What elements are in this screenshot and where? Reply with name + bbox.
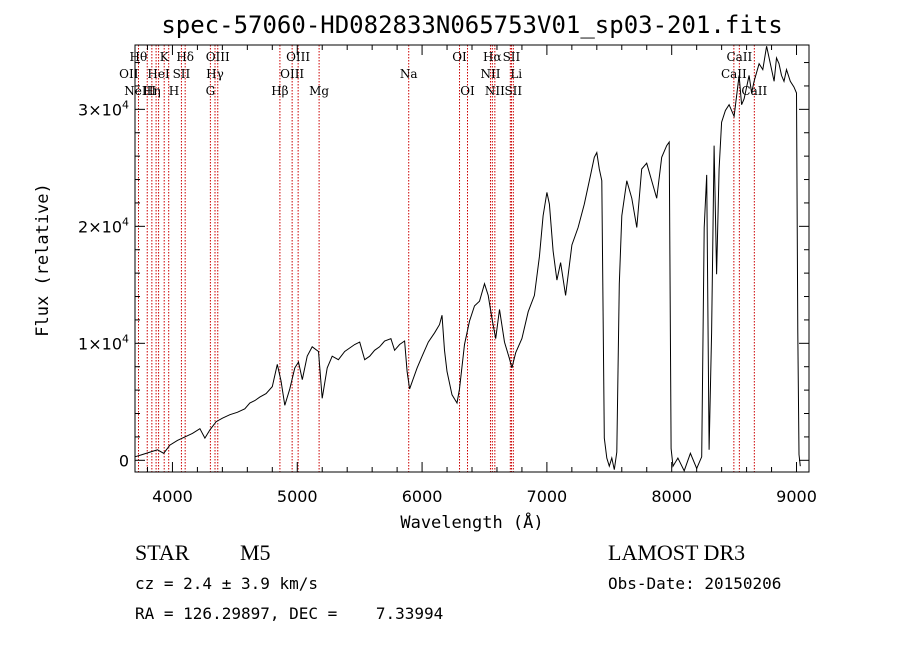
x-tick-label: 6000	[402, 487, 443, 506]
coordinates-text: RA = 126.29897, DEC = 7.33994	[135, 604, 444, 623]
x-tick-label: 9000	[776, 487, 817, 506]
y-tick-label: 2×104	[78, 215, 129, 236]
chart-title: spec-57060-HD082833N065753V01_sp03-201.f…	[161, 11, 782, 39]
object-class: STAR	[135, 540, 190, 565]
reference-line-label: SII	[173, 67, 191, 81]
x-axis-label: Wavelength (Å)	[400, 511, 543, 533]
reference-line-label: CaII	[726, 50, 752, 64]
y-tick-exponent: 4	[122, 98, 129, 111]
x-tick-label: 8000	[651, 487, 692, 506]
object-subclass: M5	[240, 540, 271, 565]
reference-line-label: H	[169, 84, 179, 98]
reference-line-label: CaII	[741, 84, 767, 98]
reference-line-label: K	[160, 50, 170, 64]
y-tick-base: 3×10	[78, 100, 122, 119]
redshift-text: cz = 2.4 ± 3.9 km/s	[135, 574, 319, 593]
reference-line-label: NeIII	[124, 84, 156, 98]
reference-line-label: OIII	[280, 67, 304, 81]
reference-line-label: Li	[510, 67, 522, 81]
reference-line-label: SII	[504, 84, 522, 98]
y-tick-label: 3×104	[78, 98, 129, 119]
spectrum-line	[134, 46, 801, 473]
y-tick-label: 1×104	[78, 332, 129, 353]
reference-line-label: Hδ	[176, 50, 194, 64]
y-tick-label: 0	[119, 451, 129, 470]
y-tick-exponent: 4	[122, 332, 129, 345]
reference-line-label: OIII	[206, 50, 230, 64]
x-tick-label: 5000	[277, 487, 318, 506]
y-axis-label: Flux (relative)	[33, 183, 53, 337]
survey-name: LAMOST DR3	[608, 540, 746, 565]
reference-line-label: CaII	[721, 67, 747, 81]
x-tick-label: 7000	[527, 487, 568, 506]
reference-line-label: Hβ	[271, 84, 288, 98]
reference-line-label: NII	[480, 67, 500, 81]
reference-line-label: Hγ	[206, 67, 224, 81]
reference-line-label: OII	[119, 67, 139, 81]
reference-line-label: Na	[400, 67, 418, 81]
y-tick-base: 1×10	[78, 334, 122, 353]
y-tick-base: 2×10	[78, 217, 122, 236]
y-tick-base: 0	[119, 451, 129, 470]
x-tick-label: 4000	[152, 487, 193, 506]
reference-line-label: G	[206, 84, 216, 98]
reference-line-label: NII	[485, 84, 505, 98]
reference-line-label: Hη	[143, 84, 161, 98]
obs-date-text: Obs-Date: 20150206	[608, 574, 782, 593]
y-tick-exponent: 4	[122, 215, 129, 228]
reference-line-label: SII	[503, 50, 521, 64]
reference-line-label: OI	[460, 84, 475, 98]
reference-line-label: Hθ	[130, 50, 148, 64]
reference-line-label: Mg	[309, 84, 329, 98]
reference-line-label: HeI	[147, 67, 170, 81]
reference-line-label: OIII	[286, 50, 310, 64]
reference-line-label: OI	[452, 50, 467, 64]
reference-line-label: Hα	[483, 50, 502, 64]
